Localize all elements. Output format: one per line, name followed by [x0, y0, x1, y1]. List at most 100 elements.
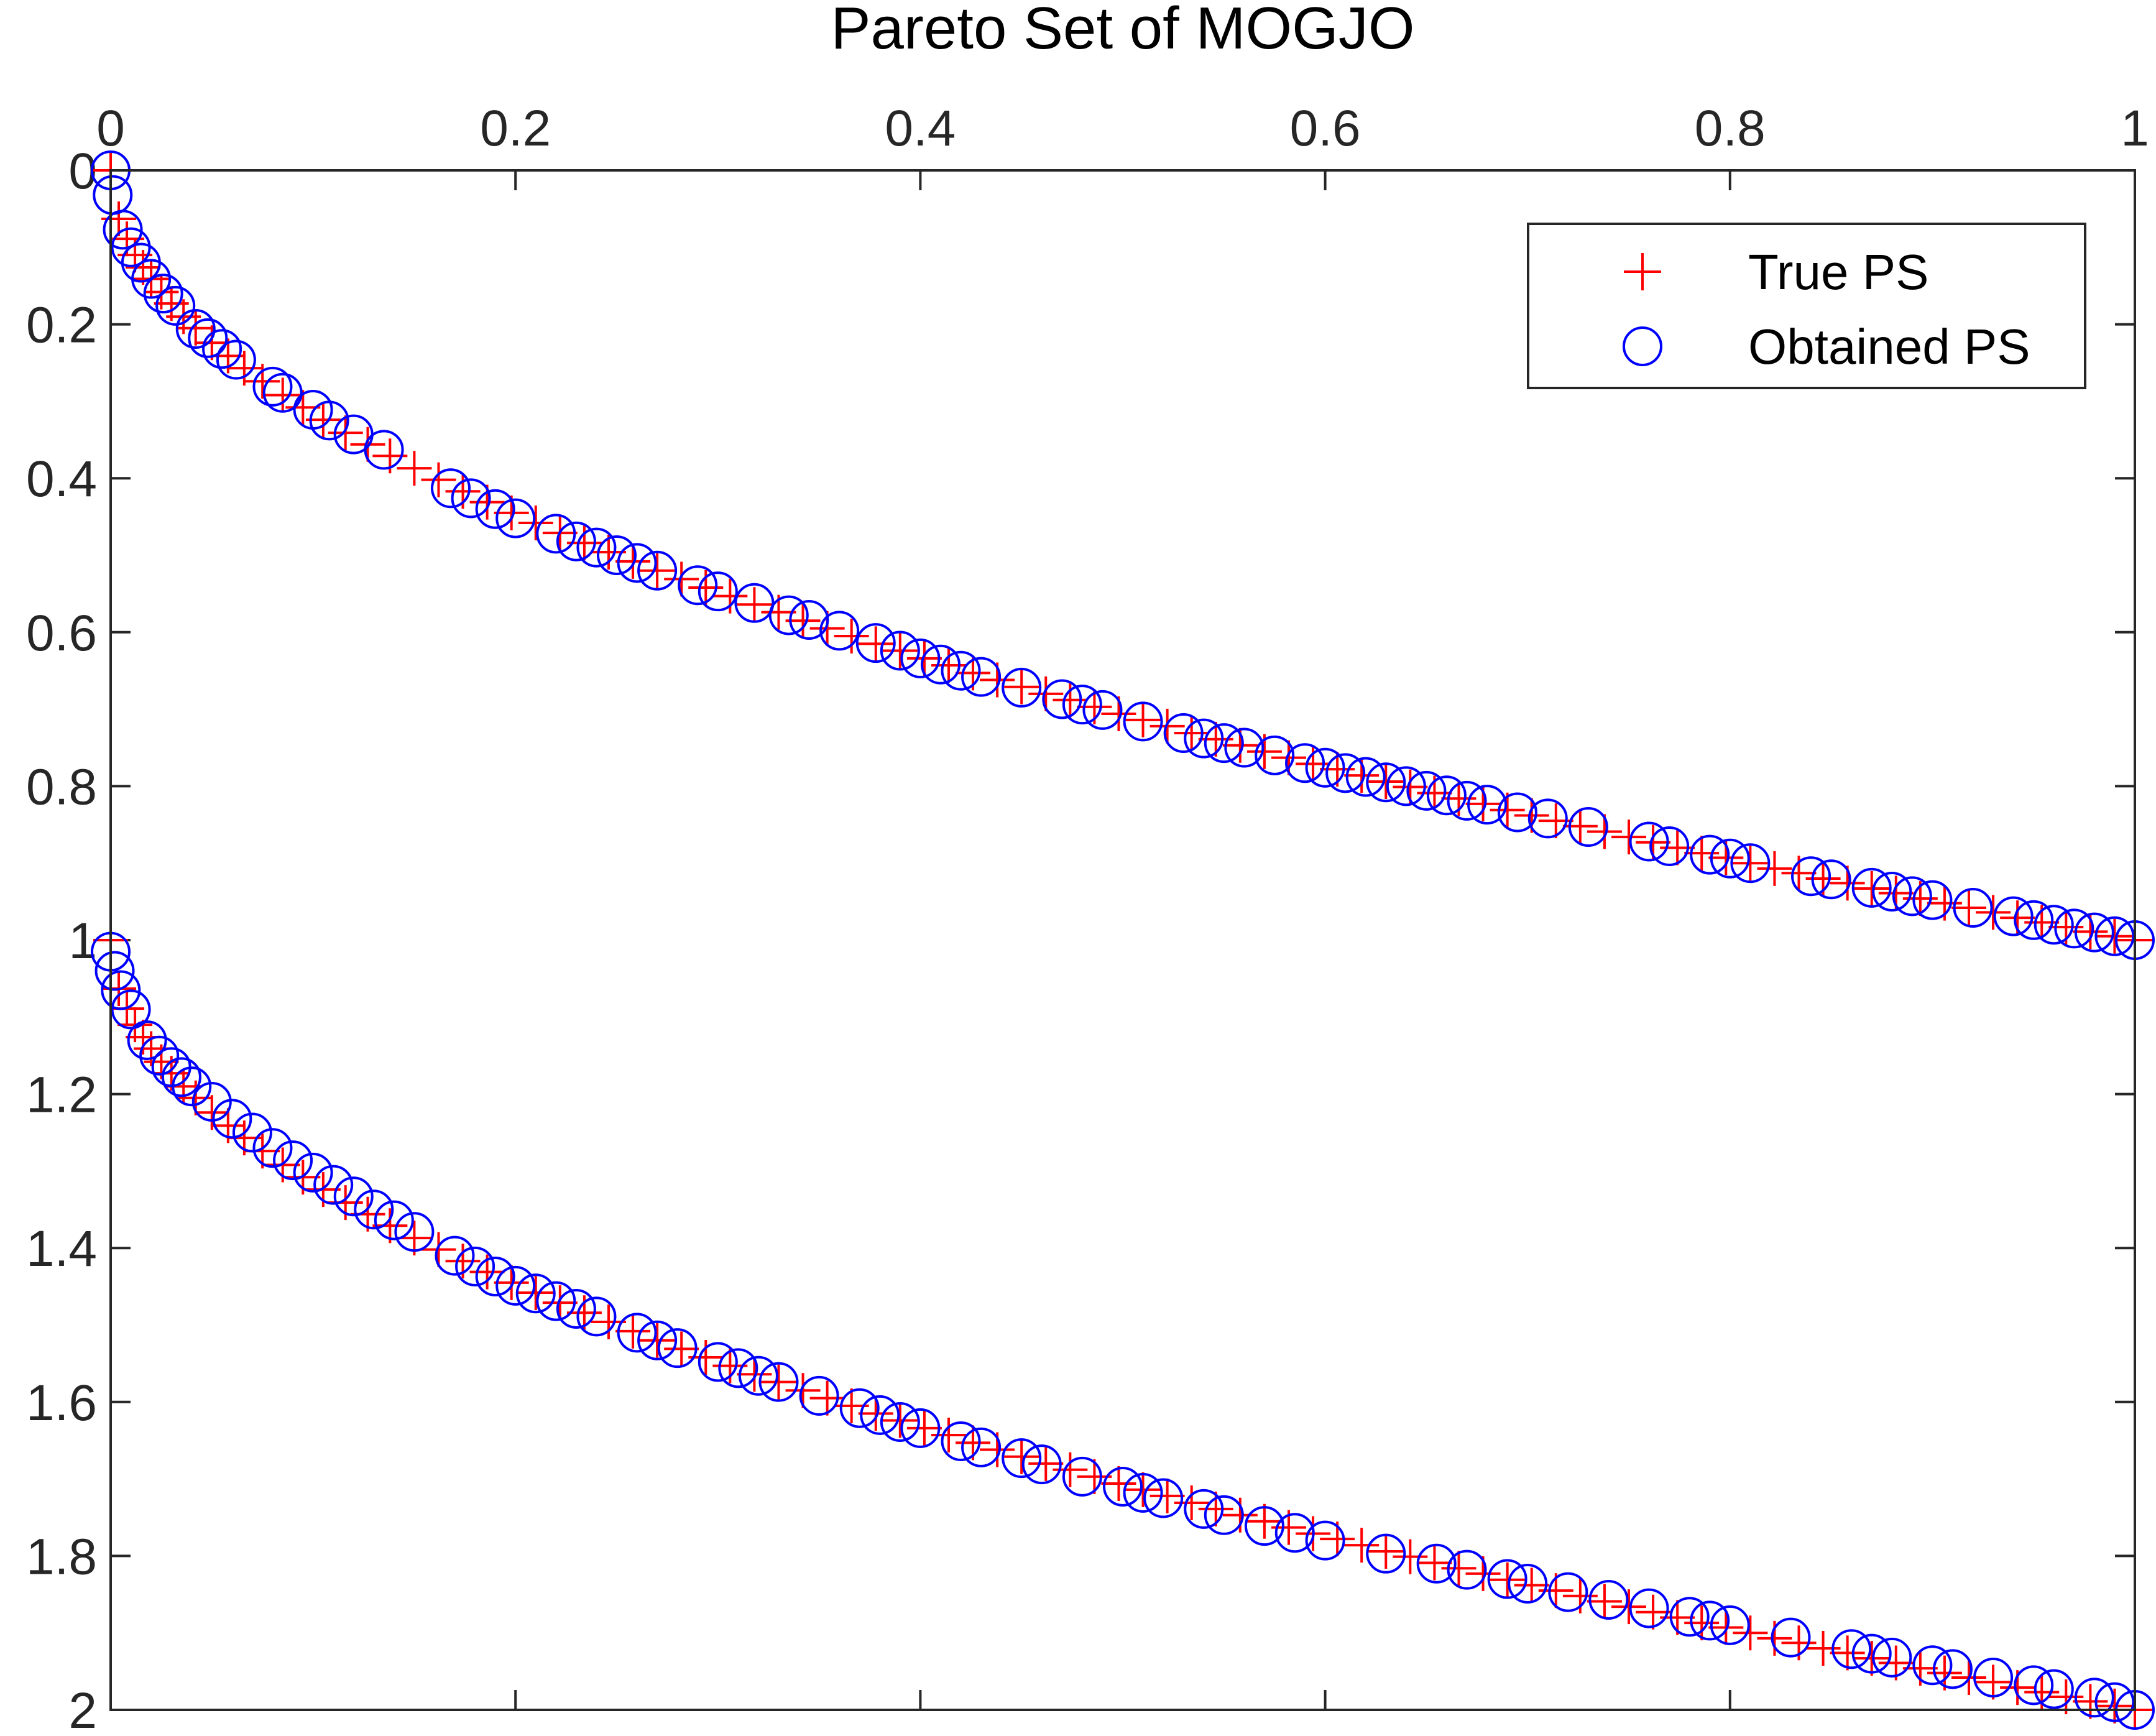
true-ps-point	[1587, 1584, 1622, 1619]
obtained-ps-point	[1204, 1495, 1244, 1535]
obtained-ps-point	[1204, 723, 1244, 764]
obtained-ps-point	[175, 309, 216, 349]
obtained-ps-point	[103, 210, 143, 250]
obtained-ps-point	[2034, 905, 2074, 945]
true-ps-point	[1368, 1533, 1404, 1569]
obtained-ps-point	[364, 430, 404, 470]
obtained-ps-point	[1103, 1466, 1143, 1507]
obtained-ps-point	[435, 1235, 475, 1276]
true-ps-point	[1174, 1485, 1209, 1520]
true-ps-point	[858, 1396, 893, 1431]
true-ps-point	[1733, 846, 1768, 881]
true-ps-point	[1976, 895, 2011, 930]
true-ps-point	[2097, 1688, 2132, 1724]
true-ps-point	[518, 506, 553, 541]
true-ps-point	[518, 1275, 553, 1311]
obtained-ps-point	[768, 595, 809, 635]
true-ps-point	[265, 377, 300, 413]
obtained-ps-point	[139, 1035, 180, 1076]
y-axis-ticks: 00.20.40.60.811.21.41.61.82	[26, 143, 2135, 1736]
obtained-ps-point	[1416, 1543, 1457, 1584]
obtained-ps-point	[374, 1200, 414, 1240]
obtained-ps-point	[880, 1401, 920, 1442]
obtained-ps-point	[1629, 1588, 1669, 1628]
obtained-ps-point	[1366, 1533, 1406, 1574]
obtained-ps-point	[232, 1112, 272, 1153]
true-ps-point	[1490, 792, 1525, 828]
obtained-ps-point	[1973, 1658, 2014, 1698]
obtained-ps-point	[941, 1421, 981, 1461]
true-ps-point	[882, 633, 918, 668]
true-ps-point	[1149, 1478, 1185, 1513]
obtained-ps-point	[127, 1020, 167, 1060]
true-ps-point	[1004, 669, 1039, 704]
legend-marker-obtained-ps	[1623, 326, 1662, 366]
obtained-ps-point	[131, 259, 172, 299]
obtained-ps-point	[734, 583, 775, 623]
obtained-ps-point	[1791, 856, 1831, 897]
x-tick-label: 0.2	[480, 100, 551, 157]
true-ps-point	[1125, 1472, 1161, 1507]
true-ps-point	[615, 1313, 651, 1349]
obtained-ps-point	[1386, 766, 1426, 806]
true-ps-point	[906, 640, 942, 676]
obtained-ps-point	[536, 514, 576, 554]
true-ps-point	[1854, 871, 1889, 907]
obtained-ps-point	[1062, 685, 1102, 725]
obtained-ps-point	[637, 550, 678, 591]
true-ps-point	[1246, 1503, 1282, 1539]
y-tick-label: 1	[68, 913, 97, 969]
obtained-ps-point	[262, 372, 303, 413]
obtained-ps-point	[718, 1348, 758, 1388]
obtained-ps-point	[1285, 743, 1325, 783]
obtained-ps-point	[101, 970, 141, 1010]
obtained-ps-point	[431, 468, 471, 509]
true-ps-point	[1611, 820, 1646, 855]
obtained-ps-point	[394, 1212, 435, 1252]
obtained-ps-point	[1447, 1549, 1487, 1590]
obtained-ps-point	[536, 1281, 576, 1321]
obtained-ps-point	[161, 1057, 201, 1097]
obtained-ps-point	[1851, 867, 1892, 908]
x-tick-label: 0.4	[885, 100, 956, 157]
y-tick-label: 0.6	[26, 605, 97, 662]
obtained-ps-point	[1872, 872, 1912, 912]
obtained-ps-point	[273, 1140, 313, 1181]
obtained-ps-point	[1244, 1506, 1284, 1546]
obtained-ps-point	[1021, 1444, 1062, 1485]
obtained-ps-point	[2094, 916, 2135, 956]
obtained-ps-point	[333, 1176, 374, 1217]
y-tick-label: 1.8	[26, 1528, 97, 1585]
true-ps-point	[421, 1232, 456, 1267]
obtained-ps-point	[1690, 834, 1730, 875]
y-tick-label: 0.2	[26, 297, 97, 354]
obtained-ps-point	[455, 1246, 495, 1286]
true-ps-point	[591, 535, 626, 570]
obtained-ps-point	[1123, 1472, 1163, 1513]
true-ps-point	[1368, 764, 1404, 799]
obtained-ps-point	[111, 989, 151, 1030]
true-ps-point	[1927, 1655, 1962, 1691]
obtained-ps-point	[961, 1427, 1002, 1467]
true-ps-point	[664, 1331, 699, 1367]
x-tick-label: 0.8	[1695, 100, 1766, 157]
chart-title: Pareto Set of MOGJO	[831, 0, 1415, 62]
plot-area-frame	[109, 169, 2136, 1711]
true-ps-point	[1976, 1664, 2011, 1700]
obtained-ps-point	[961, 657, 1002, 697]
series-obtained-ps	[91, 150, 2155, 1730]
obtained-ps-point	[789, 599, 829, 640]
true-ps-point	[1805, 1630, 1841, 1666]
obtained-ps-point	[293, 1152, 333, 1193]
obtained-ps-point	[1366, 762, 1406, 803]
true-ps-point	[1004, 1439, 1039, 1474]
legend-box	[1527, 223, 2086, 389]
obtained-ps-point	[216, 339, 256, 380]
obtained-ps-point	[2094, 1682, 2135, 1722]
obtained-ps-point	[1912, 880, 1953, 920]
true-ps-point	[494, 1265, 529, 1300]
obtained-ps-point	[617, 1313, 657, 1353]
legend-label-true-ps: True PS	[1748, 244, 1928, 300]
